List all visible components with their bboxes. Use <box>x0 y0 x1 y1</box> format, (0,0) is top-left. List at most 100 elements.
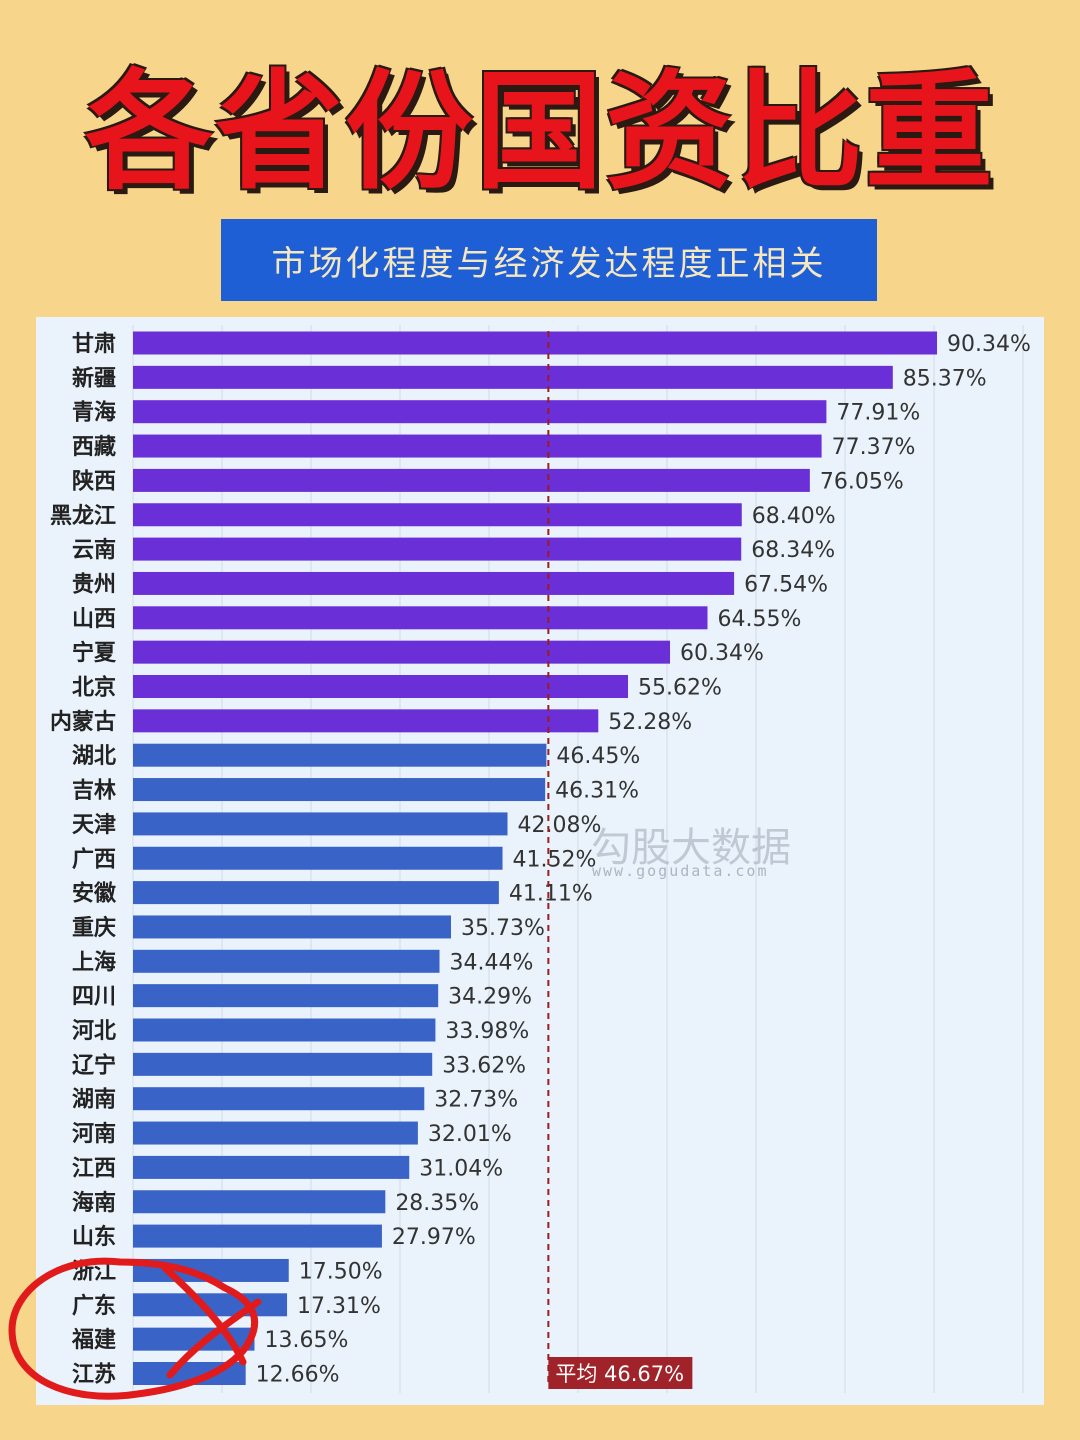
value-label: 32.01% <box>428 1122 512 1147</box>
value-label: 77.37% <box>832 435 916 460</box>
value-label: 35.73% <box>461 916 545 941</box>
bar <box>133 1327 255 1351</box>
bar <box>133 846 503 870</box>
bar <box>133 812 508 836</box>
category-label: 青海 <box>72 400 116 426</box>
value-label: 34.29% <box>448 985 532 1010</box>
bar <box>133 434 822 458</box>
value-label: 52.28% <box>608 710 692 735</box>
category-label: 辽宁 <box>72 1052 116 1078</box>
category-label: 广西 <box>72 846 116 872</box>
bar <box>133 778 546 802</box>
bar <box>133 640 671 664</box>
bar <box>133 400 827 424</box>
category-label: 甘肃 <box>72 331 116 357</box>
value-label: 77.91% <box>836 401 920 426</box>
bar <box>133 365 893 389</box>
watermark-url: www.gogudata.com <box>592 862 769 880</box>
watermark-brand: 勾股大数据 <box>591 825 791 871</box>
category-label: 海南 <box>72 1190 116 1216</box>
bar <box>133 468 810 492</box>
bar <box>133 331 938 355</box>
category-label: 吉林 <box>72 778 116 804</box>
value-label: 42.08% <box>518 813 602 838</box>
value-label: 32.73% <box>434 1088 518 1113</box>
value-label: 67.54% <box>744 572 828 597</box>
value-label: 46.31% <box>555 779 639 804</box>
value-label: 33.98% <box>445 1019 529 1044</box>
category-label: 河北 <box>72 1019 116 1044</box>
value-label: 33.62% <box>442 1053 526 1078</box>
category-label: 山西 <box>72 607 116 632</box>
value-label: 12.66% <box>256 1363 340 1388</box>
value-label: 55.62% <box>638 676 722 701</box>
category-label: 四川 <box>72 985 116 1010</box>
category-label: 北京 <box>72 675 116 701</box>
category-label: 江苏 <box>72 1362 116 1388</box>
category-label: 内蒙古 <box>50 709 116 735</box>
bar <box>133 503 742 527</box>
bar <box>133 709 599 733</box>
value-label: 13.65% <box>264 1328 348 1353</box>
bar <box>133 1155 410 1179</box>
value-label: 64.55% <box>717 607 801 632</box>
category-label: 福建 <box>71 1328 116 1353</box>
value-label: 85.37% <box>903 366 987 391</box>
bar <box>133 537 742 561</box>
average-label-box <box>548 1357 693 1389</box>
value-label: 46.45% <box>556 744 640 769</box>
category-label: 河南 <box>72 1122 116 1147</box>
category-label: 浙江 <box>72 1259 116 1284</box>
bar <box>133 949 440 973</box>
category-label: 湖南 <box>72 1088 116 1113</box>
bar <box>133 675 629 698</box>
bar <box>133 984 439 1008</box>
value-label: 60.34% <box>680 641 764 666</box>
bar <box>133 1190 386 1214</box>
page-title: 各省份国资比重 <box>84 58 995 207</box>
category-label: 江西 <box>72 1156 116 1181</box>
category-label: 上海 <box>72 949 116 975</box>
bar <box>133 915 451 939</box>
value-label: 76.05% <box>820 469 904 494</box>
bar <box>133 1293 288 1317</box>
value-label: 28.35% <box>395 1191 479 1216</box>
value-label: 90.34% <box>947 332 1031 357</box>
category-label: 重庆 <box>72 915 116 941</box>
bar <box>133 1018 436 1042</box>
bar <box>133 1362 246 1385</box>
bar <box>133 571 735 595</box>
bar <box>133 606 708 630</box>
category-label: 安徽 <box>72 881 117 907</box>
bar <box>133 1224 382 1248</box>
category-label: 广东 <box>72 1293 116 1319</box>
bar-chart: 甘肃 90.34% 新疆 85.37% 青海 77.91% 西藏 77.37% 陕西 76.05%… <box>50 325 1031 1393</box>
category-label: 宁夏 <box>72 640 117 666</box>
category-label: 新疆 <box>72 365 116 391</box>
bar <box>133 1258 289 1282</box>
value-label: 31.04% <box>419 1156 503 1181</box>
bar <box>133 881 499 905</box>
category-label: 西藏 <box>72 435 116 460</box>
category-label: 湖北 <box>72 744 116 769</box>
bar <box>133 1052 433 1076</box>
average-label: 平均 46.67% <box>555 1362 684 1386</box>
value-label: 68.34% <box>751 538 835 563</box>
bar <box>133 1087 425 1111</box>
category-label: 山东 <box>72 1224 116 1250</box>
value-label: 68.40% <box>752 504 836 529</box>
value-label: 27.97% <box>392 1225 476 1250</box>
value-label: 34.44% <box>450 950 534 975</box>
category-label: 天津 <box>72 812 116 838</box>
category-label: 云南 <box>72 538 116 563</box>
category-label: 贵州 <box>72 572 116 597</box>
bar <box>133 743 547 767</box>
bar-chart-panel: 甘肃 90.34% 新疆 85.37% 青海 77.91% 西藏 77.37% 陕西 76.05%… <box>36 317 1044 1405</box>
value-label: 17.31% <box>297 1294 381 1319</box>
category-label: 黑龙江 <box>50 504 116 529</box>
category-label: 陕西 <box>72 469 116 494</box>
value-label: 17.50% <box>299 1259 383 1284</box>
value-label: 41.11% <box>509 882 593 907</box>
bar <box>133 1121 418 1145</box>
value-label: 41.52% <box>513 847 597 872</box>
